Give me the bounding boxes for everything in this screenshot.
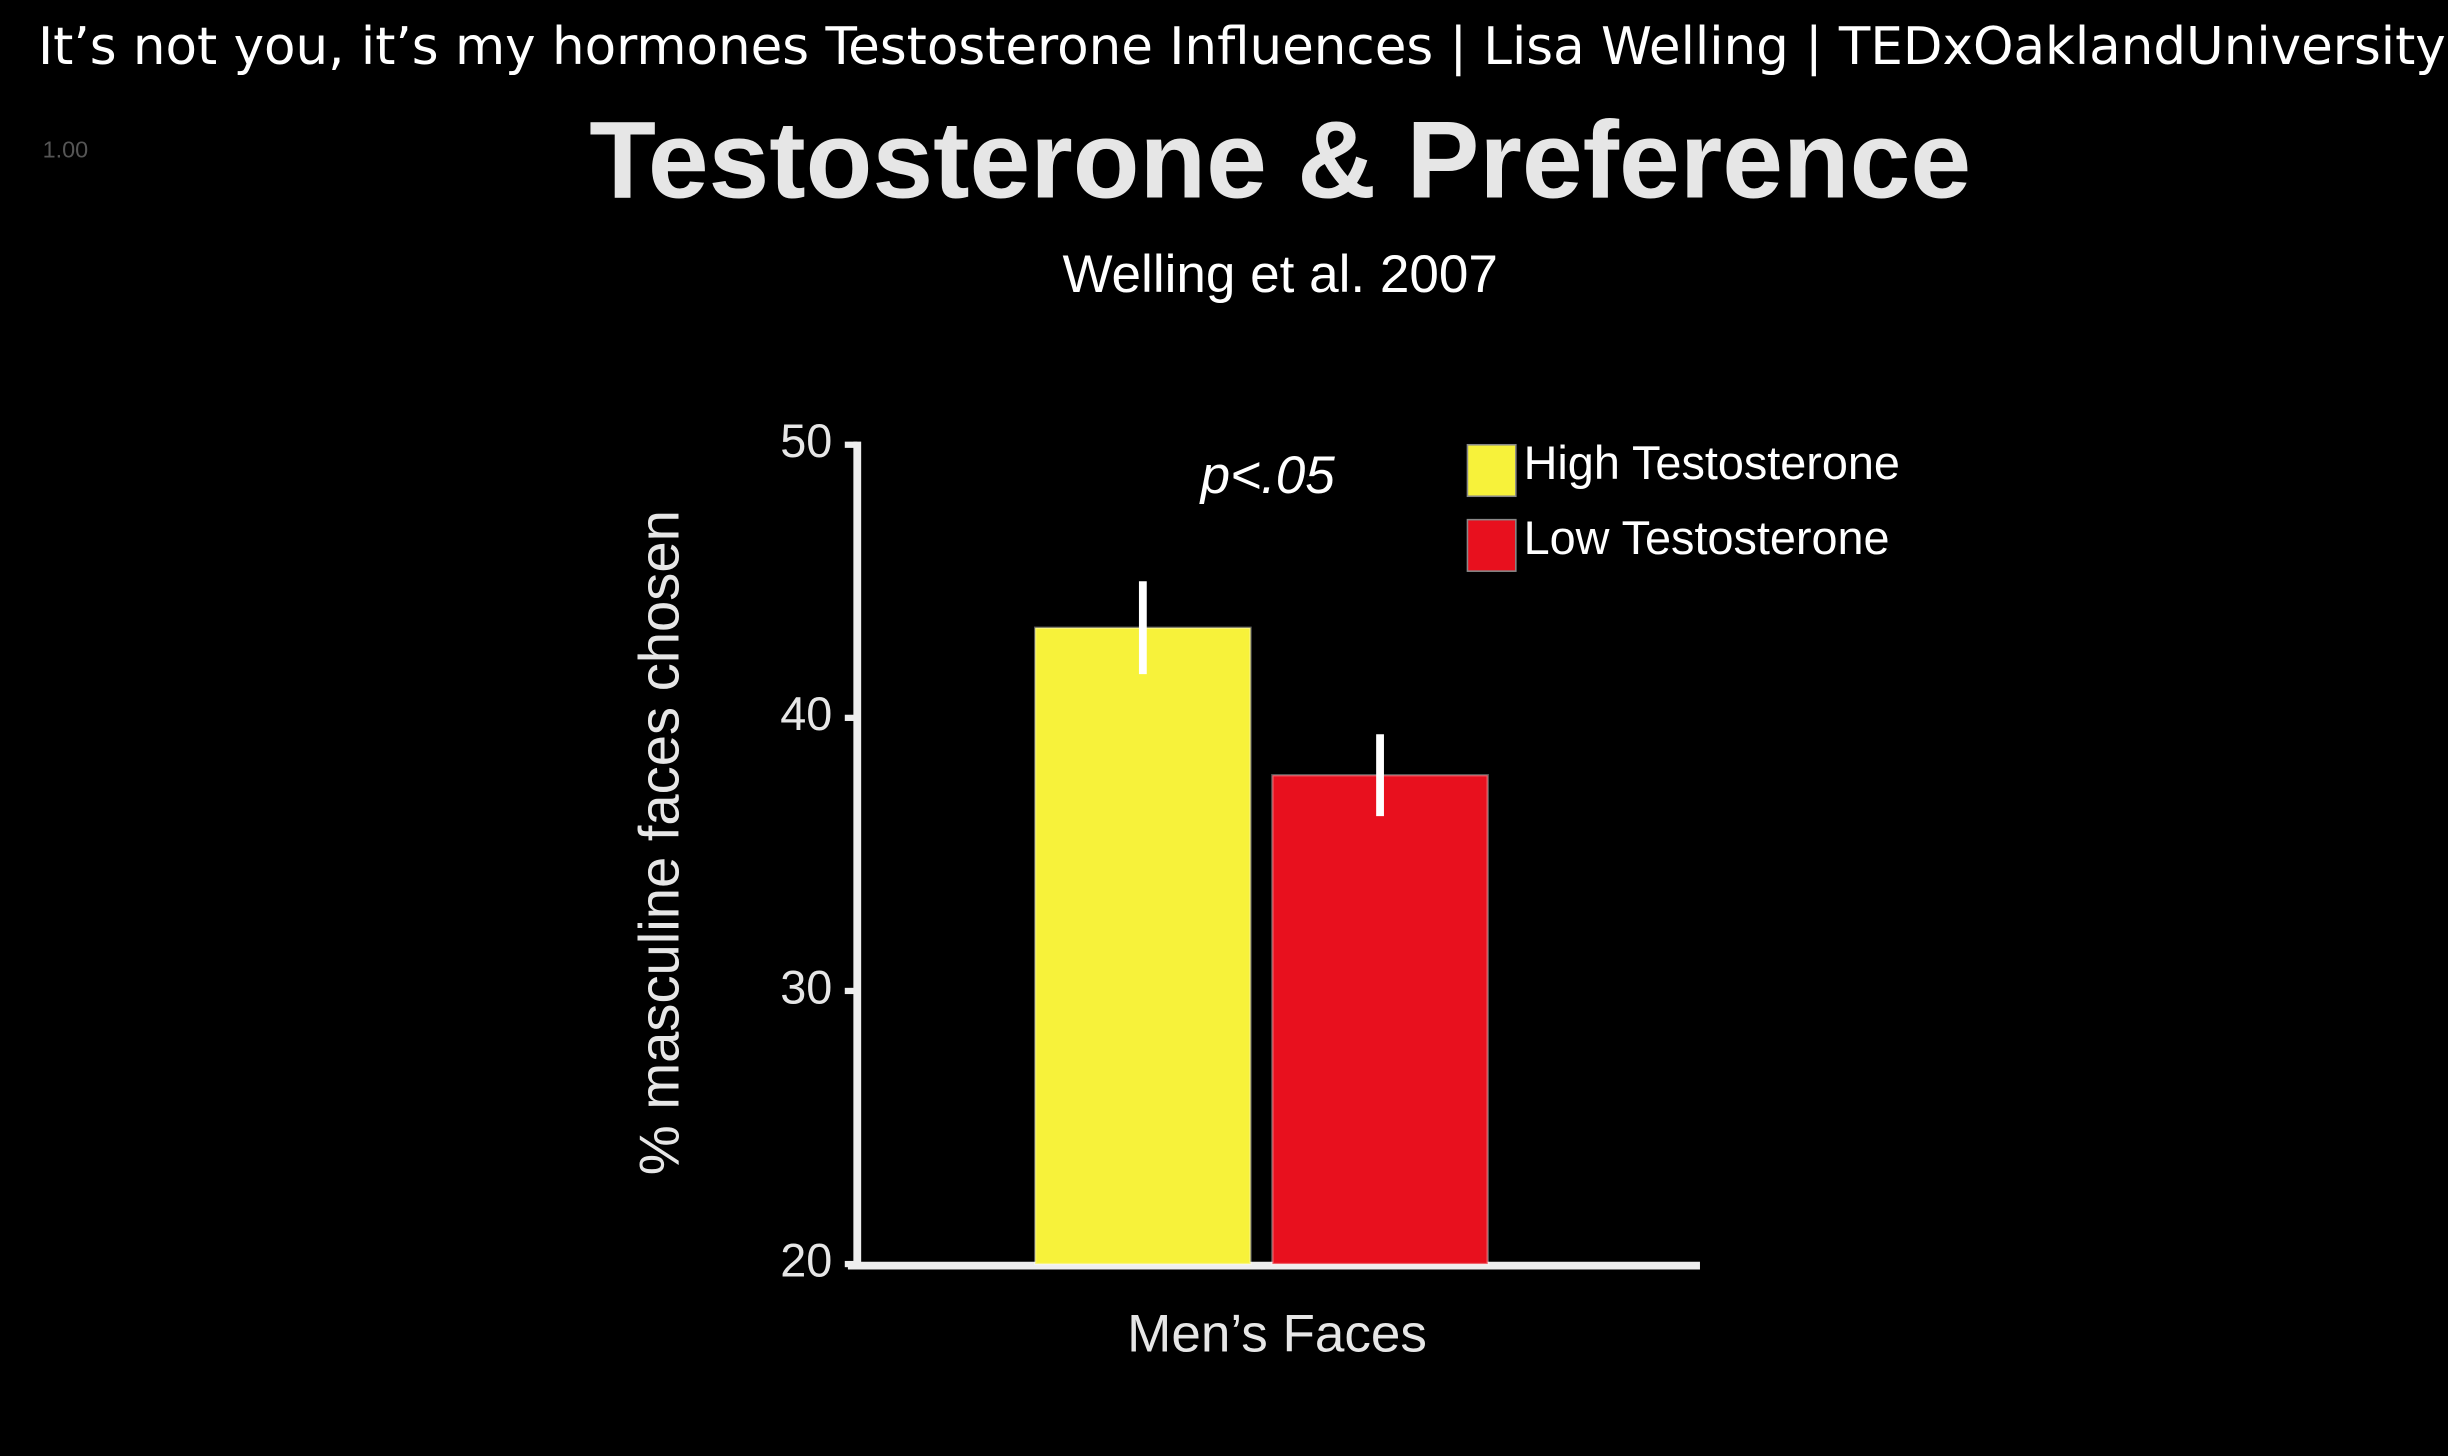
chart-title: Testosterone & Preference	[589, 99, 1971, 221]
y-tick-label: 30	[780, 961, 832, 1013]
x-tick-label: Men’s Faces	[1127, 1304, 1427, 1363]
legend-label: High Testosterone	[1524, 437, 1900, 489]
bar	[1271, 774, 1489, 1266]
y-axis-label: % masculine faces chosen	[628, 510, 691, 1175]
legend-swatch	[1466, 443, 1517, 498]
legend-label: Low Testosterone	[1524, 512, 1890, 564]
playback-speed: 1.00	[43, 137, 89, 163]
bar	[1034, 626, 1252, 1266]
video-title: It’s not you, it’s my hormones Testoster…	[38, 17, 2446, 77]
legend-swatch	[1466, 518, 1517, 572]
y-tick-label: 40	[780, 688, 832, 740]
y-tick-label: 50	[780, 415, 832, 467]
y-tick-label: 20	[780, 1234, 832, 1286]
chart-subtitle: Welling et al. 2007	[1062, 245, 1497, 304]
annotation: p<.05	[1199, 446, 1336, 505]
